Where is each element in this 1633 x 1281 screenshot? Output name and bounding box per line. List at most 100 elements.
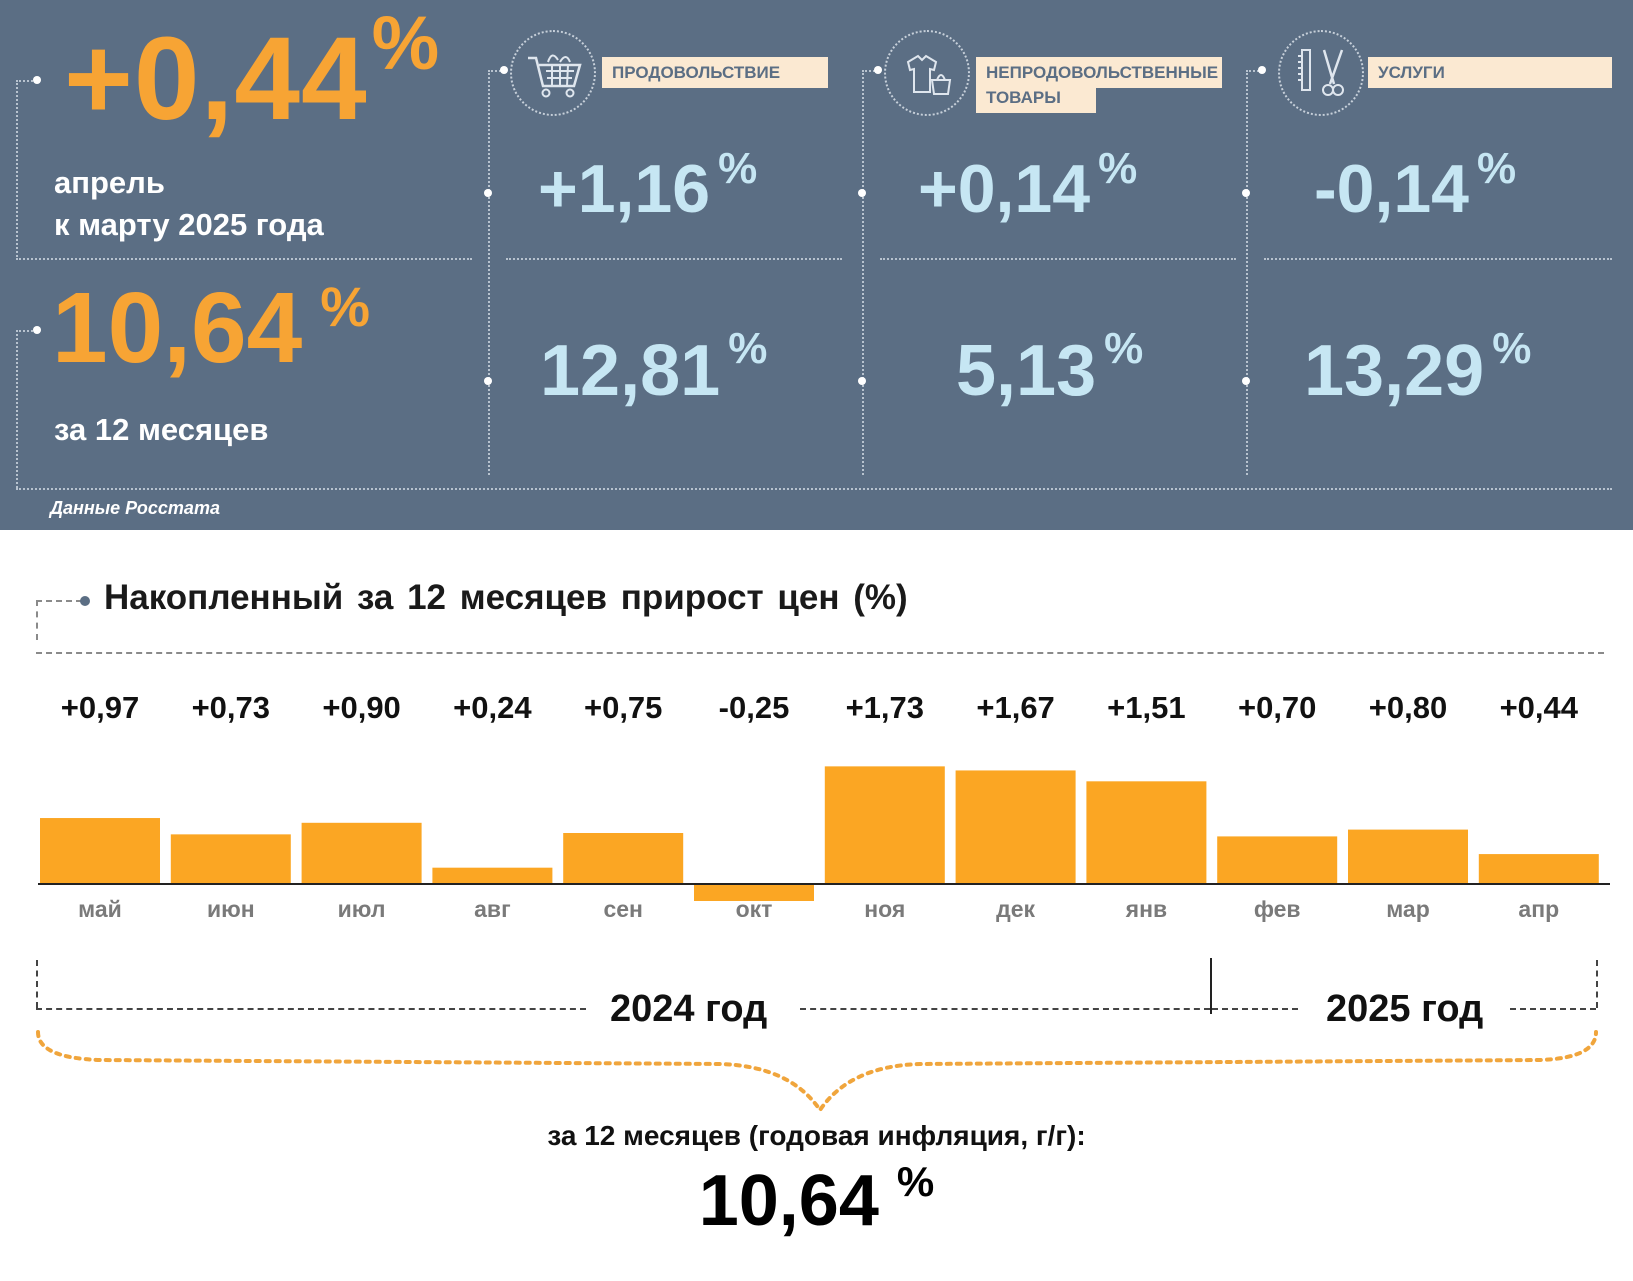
month-label-фев: фев [1254,896,1301,922]
food-annual-value: 12,81 [540,331,721,411]
connector-line [36,600,82,602]
monthly-inflation-value: +0,44 [64,13,368,145]
connector-line [488,70,490,475]
connector-dot [33,326,41,334]
value-label-май: +0,97 [61,690,139,725]
percent-sign: % [896,1158,935,1205]
annual-caption: за 12 месяцев [54,412,269,447]
bar-дек [955,770,1076,884]
food-monthly-value: +1,16 [538,151,711,227]
services-monthly: -0,14% [1314,144,1516,228]
month-label-сен: сен [603,896,642,922]
bracket-edge [1596,960,1598,1008]
curly-brace [36,1030,1598,1114]
connector-dot [484,189,492,197]
value-label-июн: +0,73 [192,690,270,725]
bar-сен [563,833,684,884]
percent-sign: % [371,1,440,86]
percent-sign: % [728,324,768,373]
percent-sign: % [320,275,371,338]
month-label-апр: апр [1518,896,1559,922]
comb-scissors-icon [1278,30,1364,116]
bars-group: +0,97 май +0,73 июн +0,90 июл +0,24 авг +0,75 сен… [40,690,1599,922]
connector-line [1246,70,1262,72]
percent-sign: % [718,144,758,193]
year-separator [1210,958,1212,1014]
connector-dot [33,76,41,84]
bracket-edge [36,960,38,1008]
services-annual-value: 13,29 [1304,331,1485,411]
value-label-дек: +1,67 [976,690,1054,725]
shopping-cart-icon [510,30,596,116]
year-label-2025: 2025 год [1326,988,1484,1030]
connector-dot [484,377,492,385]
bar-окт [694,884,814,901]
bar-май [40,818,160,884]
value-label-мар: +0,80 [1369,690,1447,725]
connector-line [862,70,864,475]
divider-line [16,488,1612,490]
value-label-сен: +0,75 [584,690,662,725]
connector-line [1246,70,1248,475]
bar-авг [432,867,553,884]
monthly-inflation: +0,44% [64,1,439,140]
month-label-мар: мар [1386,896,1430,922]
divider-line [36,652,1604,654]
value-label-янв: +1,51 [1107,690,1185,725]
bar-июн [170,834,291,884]
total-inflation-value: 10,64 [698,1161,879,1241]
bracket-line [36,1008,586,1010]
total-caption: за 12 месяцев (годовая инфляция, г/г): [547,1120,1086,1151]
bar-chart: +0,97 май +0,73 июн +0,90 июл +0,24 авг +0,75 сен… [38,690,1610,922]
bar-ноя [824,766,945,884]
bracket-line [1212,1008,1298,1010]
food-annual: 12,81% [540,324,767,412]
connector-line [16,80,18,260]
total-inflation: 10,64% [0,1158,1633,1242]
category-label-nonfood-line2: ТОВАРЫ [986,88,1061,107]
services-monthly-value: -0,14 [1314,151,1469,227]
bar-июл [301,822,422,884]
connector-line [16,330,18,488]
monthly-chart-section: Накопленный за 12 месяцев прирост цен (%… [0,530,1633,1281]
divider-line [880,258,1236,260]
divider-line [1264,258,1612,260]
month-label-июл: июл [338,896,386,922]
connector-dot [874,66,882,74]
connector-dot [500,66,508,74]
bracket-line [1510,1008,1596,1010]
source-note: Данные Росстата [50,498,220,518]
bar-мар [1348,829,1468,884]
category-label-nonfood-2: ТОВАРЫ [976,82,1096,113]
annual-inflation: 10,64% [52,275,371,378]
chart-title: Накопленный за 12 месяцев прирост цен (%… [104,578,908,617]
value-label-июл: +0,90 [322,690,400,725]
percent-sign: % [1098,144,1138,193]
value-label-апр: +0,44 [1500,690,1579,725]
percent-sign: % [1492,324,1532,373]
connector-dot [80,596,90,606]
clothes-bag-icon [884,30,970,116]
connector-line [16,330,36,332]
bar-фев [1217,836,1338,884]
month-label-янв: янв [1125,896,1167,922]
monthly-caption: апрель к марту 2025 года [54,162,324,246]
value-label-окт: -0,25 [719,690,790,725]
category-label-food: ПРОДОВОЛЬСТВИЕ [602,57,828,88]
food-monthly: +1,16% [538,144,757,228]
bar-янв [1086,781,1207,884]
month-label-окт: окт [736,896,773,922]
connector-line [488,70,504,72]
nonfood-annual-value: 5,13 [956,331,1097,411]
divider-line [16,258,472,260]
month-label-ноя: ноя [864,896,905,922]
bracket-line [800,1008,1210,1010]
month-label-дек: дек [996,896,1035,922]
connector-line [16,80,36,82]
summary-panel: +0,44% апрель к марту 2025 года 10,64% з… [0,0,1633,530]
monthly-caption-month: апрель [54,165,165,200]
connector-line [862,70,878,72]
percent-sign: % [1477,144,1517,193]
year-label-2024: 2024 год [610,988,768,1030]
connector-dot [858,377,866,385]
